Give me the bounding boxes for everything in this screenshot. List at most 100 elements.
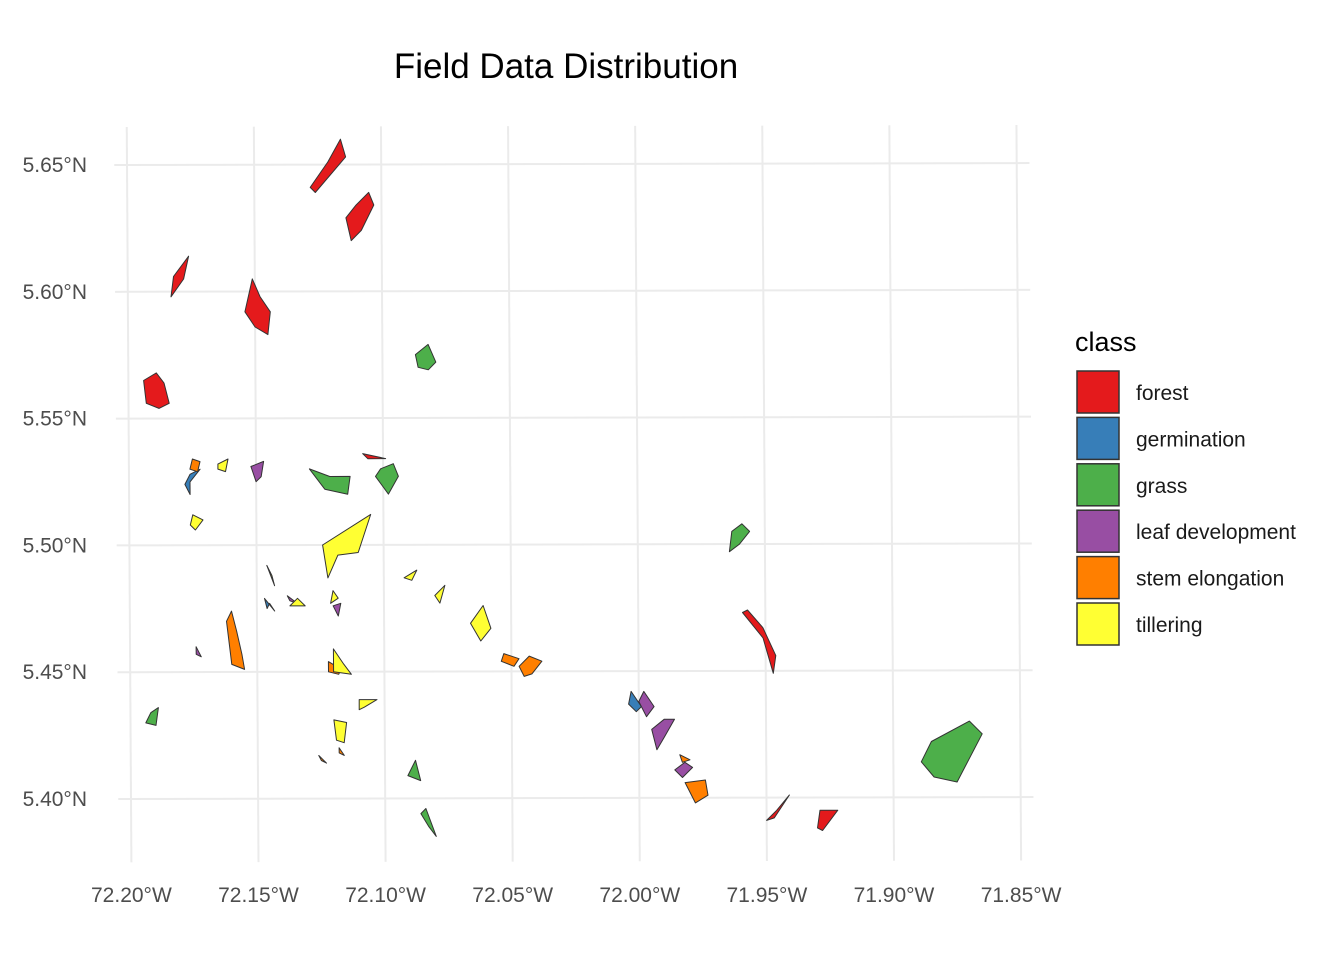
y-axis-ticks: 5.65°N 5.60°N 5.55°N 5.50°N 5.45°N 5.40°N xyxy=(23,154,87,811)
field-stem-elongation-27 xyxy=(189,458,201,473)
legend-item-tillering: tillering xyxy=(1076,602,1203,646)
field-tillering-46 xyxy=(358,699,378,711)
legend-title: class xyxy=(1075,327,1137,357)
field-grass-14 xyxy=(375,463,399,495)
field-forest-3 xyxy=(244,278,271,336)
gridline-lat-5 xyxy=(118,796,1034,801)
x-axis-ticks: 72.20°W 72.15°W 72.10°W 72.05°W 72.00°W 71.95… xyxy=(91,884,1062,907)
legend-swatch-germination xyxy=(1076,416,1120,461)
field-forest-0 xyxy=(309,138,347,193)
field-tillering-39 xyxy=(266,564,276,587)
gridline-lon-6 xyxy=(888,125,895,861)
y-tick-label-3: 5.50°N xyxy=(23,534,87,557)
field-forest-6 xyxy=(742,609,777,674)
y-tick-label-4: 5.45°N xyxy=(23,661,87,684)
legend-label-stem-elongation: stem elongation xyxy=(1136,568,1284,591)
gridline-lon-5 xyxy=(761,125,768,862)
gridline-lat-1 xyxy=(115,288,1031,293)
field-grass-18 xyxy=(420,808,437,837)
x-tick-label-2: 72.10°W xyxy=(345,884,426,907)
legend-item-germination: germination xyxy=(1076,416,1246,461)
x-tick-label-7: 71.85°W xyxy=(981,884,1062,907)
field-grass-19 xyxy=(920,720,983,783)
map-grid xyxy=(114,125,1034,863)
field-stem-elongation-28 xyxy=(226,610,246,670)
y-tick-label-2: 5.55°N xyxy=(23,408,87,431)
legend-item-forest: forest xyxy=(1076,370,1189,414)
field-leaf-development-24 xyxy=(638,690,655,718)
field-forest-2 xyxy=(170,255,190,298)
field-leaf-development-25 xyxy=(651,718,675,751)
field-leaf-development-23 xyxy=(195,646,202,658)
field-forest-8 xyxy=(817,809,839,831)
legend-item-stem-elongation: stem elongation xyxy=(1076,555,1284,600)
legend: class forest germination grass leaf develop… xyxy=(1075,327,1296,646)
gridline-lon-0 xyxy=(125,126,133,863)
legend-label-tillering: tillering xyxy=(1136,614,1203,637)
field-forest-1 xyxy=(345,191,375,242)
legend-item-grass: grass xyxy=(1076,463,1187,507)
x-tick-label-1: 72.15°W xyxy=(218,884,299,907)
gridline-lon-2 xyxy=(379,126,387,862)
field-stem-elongation-35 xyxy=(684,779,709,804)
legend-item-leaf-development: leaf development xyxy=(1076,509,1296,553)
field-grass-16 xyxy=(145,707,159,726)
field-germination-11 xyxy=(628,690,642,713)
gridline-lat-3 xyxy=(116,542,1032,547)
legend-label-germination: germination xyxy=(1136,428,1246,451)
field-grass-17 xyxy=(407,759,422,782)
field-leaf-development-22 xyxy=(332,602,342,617)
gridline-lon-7 xyxy=(1015,125,1023,861)
field-polygons xyxy=(143,138,983,837)
legend-swatch-grass xyxy=(1076,463,1120,507)
field-tillering-41 xyxy=(330,590,339,604)
legend-swatch-tillering xyxy=(1076,602,1120,646)
legend-items: forest germination grass leaf development st… xyxy=(1076,370,1296,646)
field-tillering-36 xyxy=(189,514,204,531)
field-tillering-43 xyxy=(434,584,446,604)
field-forest-5 xyxy=(362,453,387,460)
legend-label-grass: grass xyxy=(1136,475,1187,498)
legend-swatch-stem-elongation xyxy=(1076,555,1120,600)
y-tick-label-5: 5.40°N xyxy=(23,788,87,811)
y-tick-label-1: 5.60°N xyxy=(23,281,87,304)
field-grass-13 xyxy=(308,468,351,495)
field-leaf-development-26 xyxy=(674,761,694,778)
chart-title: Field Data Distribution xyxy=(394,47,738,86)
field-germination-9 xyxy=(184,468,201,495)
gridline-lat-4 xyxy=(117,669,1033,674)
x-tick-label-4: 72.00°W xyxy=(599,884,680,907)
field-tillering-38 xyxy=(322,513,372,579)
x-tick-label-5: 71.95°W xyxy=(727,884,808,907)
legend-label-forest: forest xyxy=(1136,382,1189,405)
field-grass-12 xyxy=(414,343,437,371)
field-tillering-44 xyxy=(470,605,492,642)
field-stem-elongation-33 xyxy=(518,655,543,677)
field-stem-elongation-30 xyxy=(338,747,345,756)
field-stem-elongation-34 xyxy=(679,754,691,763)
field-tillering-47 xyxy=(333,719,348,744)
field-grass-15 xyxy=(728,523,751,553)
field-forest-7 xyxy=(766,794,790,821)
field-tillering-42 xyxy=(403,569,418,581)
x-tick-label-0: 72.20°W xyxy=(91,884,172,907)
legend-label-leaf-development: leaf development xyxy=(1136,521,1296,544)
legend-swatch-forest xyxy=(1076,370,1120,414)
legend-swatch-leaf-development xyxy=(1076,509,1120,553)
gridline-lat-0 xyxy=(114,162,1030,167)
x-tick-label-3: 72.05°W xyxy=(472,884,553,907)
field-stem-elongation-29 xyxy=(318,755,327,764)
field-tillering-45 xyxy=(332,648,352,675)
x-tick-label-6: 71.90°W xyxy=(854,884,935,907)
gridline-lon-1 xyxy=(252,126,260,863)
field-forest-4 xyxy=(143,372,170,409)
y-tick-label-0: 5.65°N xyxy=(23,154,87,177)
field-germination-10 xyxy=(264,597,276,612)
gridline-lon-3 xyxy=(507,126,514,862)
field-tillering-37 xyxy=(217,458,229,473)
gridline-lon-4 xyxy=(634,125,641,862)
field-leaf-development-20 xyxy=(250,460,265,483)
gridline-lat-2 xyxy=(115,415,1032,420)
